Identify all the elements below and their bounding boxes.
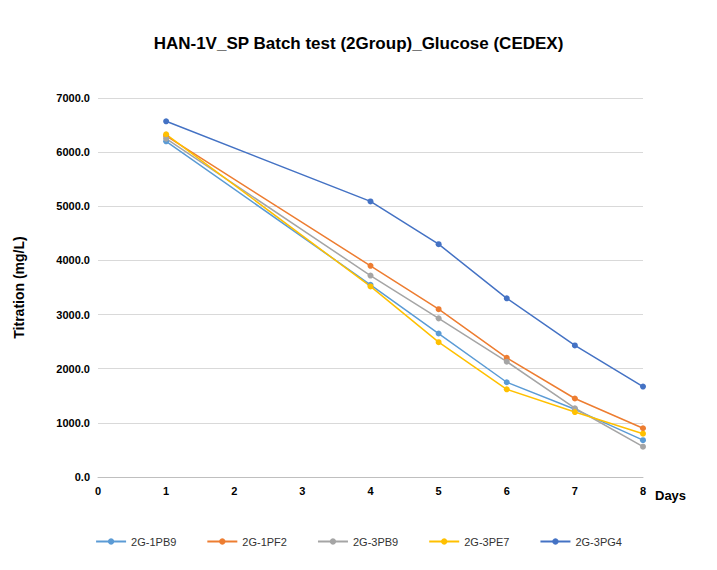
svg-text:4: 4 bbox=[367, 485, 374, 497]
svg-text:6: 6 bbox=[504, 485, 510, 497]
svg-text:2G-3PB9: 2G-3PB9 bbox=[353, 536, 398, 548]
svg-text:6000.0: 6000.0 bbox=[56, 146, 90, 158]
svg-text:Days: Days bbox=[655, 488, 686, 503]
svg-text:0.0: 0.0 bbox=[75, 471, 90, 483]
svg-text:HAN-1V_SP Batch test (2Group)_: HAN-1V_SP Batch test (2Group)_Glucose (C… bbox=[154, 34, 564, 53]
svg-text:7: 7 bbox=[572, 485, 578, 497]
svg-text:2: 2 bbox=[231, 485, 237, 497]
svg-text:0: 0 bbox=[95, 485, 101, 497]
svg-text:4000.0: 4000.0 bbox=[56, 254, 90, 266]
svg-text:2G-3PE7: 2G-3PE7 bbox=[464, 536, 509, 548]
svg-text:1: 1 bbox=[163, 485, 169, 497]
svg-text:2000.0: 2000.0 bbox=[56, 363, 90, 375]
svg-text:8: 8 bbox=[640, 485, 646, 497]
svg-text:2G-3PG4: 2G-3PG4 bbox=[575, 536, 621, 548]
svg-text:Titration (mg/L): Titration (mg/L) bbox=[11, 236, 27, 338]
svg-text:2G-1PF2: 2G-1PF2 bbox=[242, 536, 287, 548]
svg-text:5: 5 bbox=[436, 485, 442, 497]
svg-text:5000.0: 5000.0 bbox=[56, 200, 90, 212]
svg-text:1000.0: 1000.0 bbox=[56, 417, 90, 429]
svg-text:7000.0: 7000.0 bbox=[56, 92, 90, 104]
svg-text:3: 3 bbox=[299, 485, 305, 497]
svg-text:2G-1PB9: 2G-1PB9 bbox=[131, 536, 176, 548]
svg-text:3000.0: 3000.0 bbox=[56, 309, 90, 321]
